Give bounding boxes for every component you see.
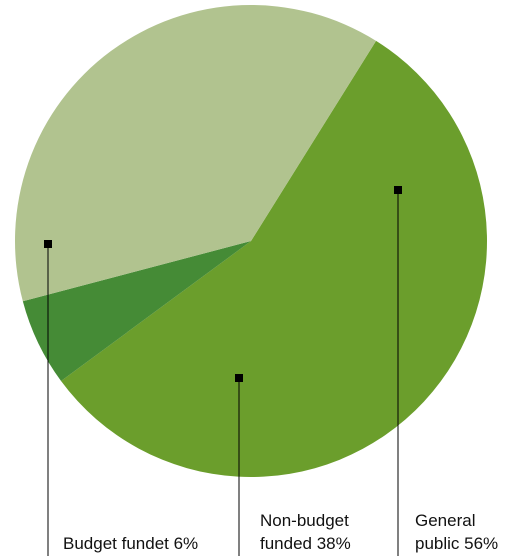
slice-label-general-public-line2: public 56% <box>415 534 498 553</box>
slice-label-budget-funded: Budget fundet 6% <box>63 534 198 553</box>
slice-general-public <box>61 40 488 478</box>
slice-label-non-budget-line1: Non-budget <box>260 511 349 530</box>
leader-lines <box>44 186 402 556</box>
pie-slices <box>14 4 488 478</box>
slice-non-budget-funded <box>14 4 377 302</box>
leader-general-public-marker <box>394 186 402 194</box>
slice-budget-funded <box>22 241 251 382</box>
slice-label-general-public-line1: General <box>415 511 475 530</box>
slice-label-non-budget-line2: funded 38% <box>260 534 351 553</box>
leader-non-budget-funded-marker <box>235 374 243 382</box>
leader-budget-funded-marker <box>44 240 52 248</box>
